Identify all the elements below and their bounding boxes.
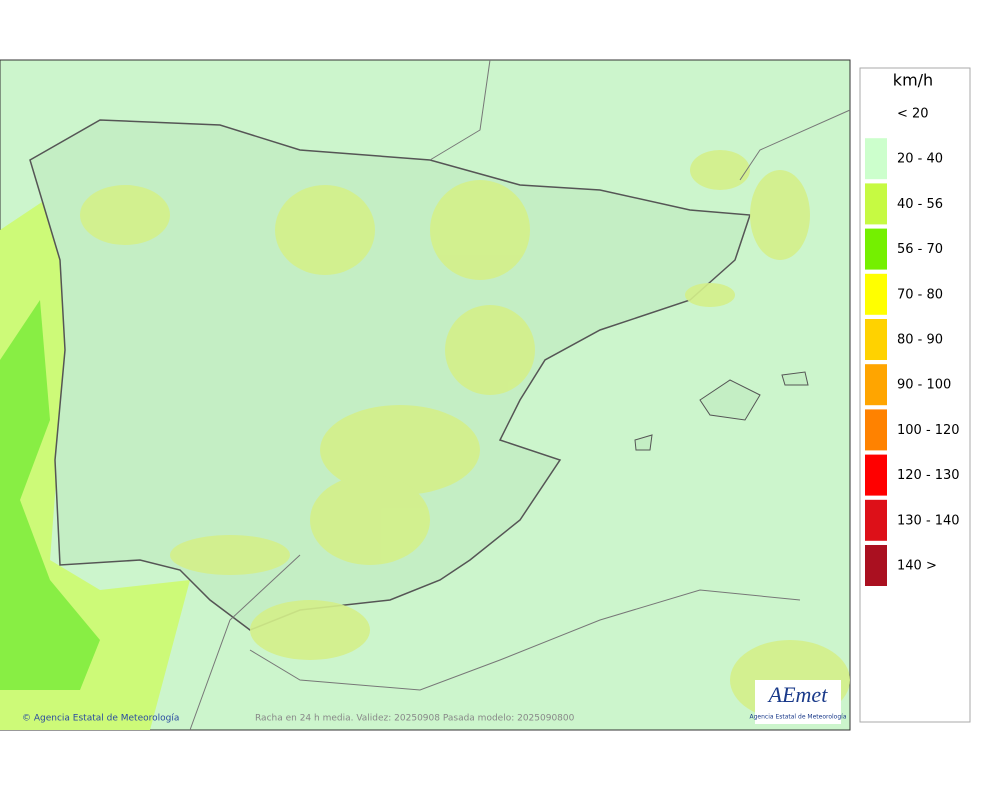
legend-label: 56 - 70: [897, 242, 943, 257]
legend-swatch: [865, 138, 887, 180]
peninsula: [29, 119, 752, 631]
legend-label: 40 - 56: [897, 197, 943, 212]
legend-swatch: [865, 409, 887, 451]
caption: Racha en 24 h media. Validez: 20250908 P…: [255, 714, 575, 724]
ibiza: [634, 434, 653, 451]
map: [0, 59, 851, 731]
legend-label: 130 - 140: [897, 513, 960, 528]
legend-swatch: [865, 228, 887, 270]
coastline-north: [429, 59, 851, 181]
legend-label: 80 - 90: [897, 333, 943, 348]
mallorca: [699, 379, 761, 421]
legend-swatch: [865, 545, 887, 586]
credit: © Agencia Estatal de Meteorología: [22, 714, 179, 724]
legend-label: < 20: [897, 107, 929, 122]
legend-label: 70 - 80: [897, 287, 943, 302]
legend-swatch: [865, 183, 887, 225]
logo-subtitle: Agencia Estatal de Meteorología: [750, 714, 847, 721]
legend-label: 20 - 40: [897, 152, 943, 167]
atlantic-zone-strong: [0, 300, 100, 690]
legend-swatch: [865, 273, 887, 315]
coastline: [189, 554, 801, 731]
legend-swatch: [865, 499, 887, 541]
logo-box: [755, 680, 841, 724]
logo-name: AEmet: [767, 682, 829, 707]
legend-label: 120 - 130: [897, 468, 960, 483]
menorca: [781, 371, 809, 386]
legend-label: 90 - 100: [897, 378, 951, 393]
legend-label: 140 >: [897, 559, 937, 574]
legend-swatch: [865, 364, 887, 406]
legend-label: 100 - 120: [897, 423, 960, 438]
logo: AEmet Agencia Estatal de Meteorología: [750, 680, 847, 724]
legend-title: km/h: [893, 71, 933, 90]
wind-zones: [80, 150, 850, 720]
legend-swatch: [865, 319, 887, 360]
legend-swatch: [865, 454, 887, 496]
